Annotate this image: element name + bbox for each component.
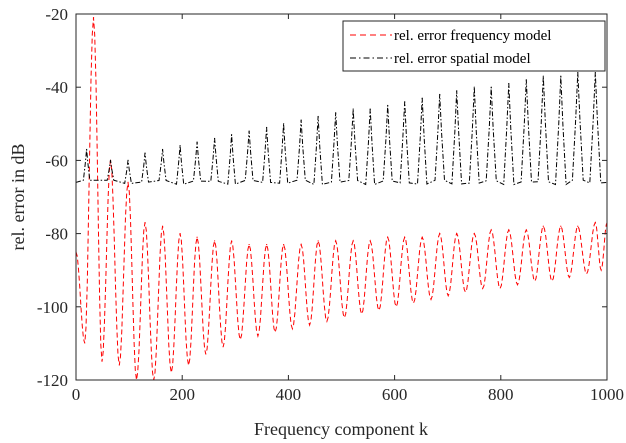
frequency-model-peak-point [421, 236, 423, 238]
frequency-model-peak-point [248, 243, 250, 246]
frequency-model-peak-point [213, 240, 216, 242]
legend: rel. error frequency model rel. error sp… [342, 20, 606, 72]
frequency-model-peak-point [508, 229, 510, 231]
frequency-model-peak-point [127, 181, 129, 183]
frequency-model-peak-point [196, 236, 198, 238]
spatial-model-peak-point [179, 145, 181, 147]
spatial-model-peak-point [127, 159, 129, 161]
x-tick-label: 600 [382, 385, 408, 404]
spatial-model-peak-point [404, 101, 406, 103]
frequency-model-peak-point [439, 233, 441, 235]
spatial-model-peak-point [213, 137, 216, 140]
spatial-model-peak-point [387, 104, 389, 107]
frequency-model-peak-point [144, 222, 146, 224]
frequency-model-peak-point [387, 236, 389, 238]
spatial-model-peak-point [560, 75, 562, 77]
x-axis-title: Frequency component k [254, 419, 428, 439]
legend-label-spatial-model: rel. error spatial model [394, 51, 531, 67]
frequency-model-peak-point [577, 225, 579, 227]
y-tick-label: -100 [37, 298, 68, 317]
y-tick-label: -40 [45, 78, 68, 97]
frequency-model-peak-point [283, 243, 285, 246]
spatial-model-peak-point [317, 115, 319, 118]
spatial-model-peak-point [335, 112, 337, 114]
plot-area [75, 13, 608, 381]
series-line-frequency-model [76, 17, 607, 380]
frequency-model-peak-point [161, 225, 164, 227]
spatial-model-peak-point [439, 93, 441, 96]
frequency-model-peak-point [179, 233, 181, 235]
x-tick-label: 400 [276, 385, 302, 404]
spatial-model-peak-point [525, 79, 527, 81]
spatial-model-peak-point [86, 148, 88, 151]
spatial-model-peak-point [577, 71, 579, 74]
frequency-model-peak-point [525, 229, 527, 231]
spatial-model-peak-point [490, 86, 492, 88]
x-tick-label: 0 [72, 385, 81, 404]
frequency-model-peak-point [560, 225, 562, 227]
spatial-model-peak-point [421, 97, 423, 99]
y-axis-title: rel. error in dB [8, 144, 28, 251]
y-tick-label: -20 [45, 5, 68, 24]
frequency-model-peak-point [352, 240, 354, 242]
spatial-model-peak-point [369, 108, 371, 110]
spatial-model-peak-point [144, 152, 146, 154]
x-tick-label: 800 [488, 385, 514, 404]
series-line-spatial-model [76, 72, 607, 186]
x-tick-label: 1000 [590, 385, 624, 404]
x-tick-label: 200 [169, 385, 195, 404]
spatial-model-peak-point [248, 130, 250, 132]
spatial-model-peak-point [508, 82, 510, 85]
legend-label-frequency-model: rel. error frequency model [394, 28, 551, 44]
spatial-model-peak-point [109, 159, 112, 161]
frequency-model-peak-point [317, 240, 319, 242]
frequency-model-peak-point [473, 233, 475, 235]
frequency-model-peak-point [456, 233, 458, 235]
frequency-model-peak-point [92, 17, 95, 19]
spatial-model-peak-point [230, 134, 233, 136]
spatial-model-peak-point [352, 108, 354, 110]
frequency-model-peak-point [369, 240, 371, 242]
spatial-model-peak-point [456, 90, 458, 92]
spatial-model-peak-point [196, 141, 198, 143]
frequency-model-peak-point [335, 240, 337, 242]
y-tick-label: -80 [45, 225, 68, 244]
spatial-model-peak-point [473, 86, 475, 88]
spatial-model-peak-point [161, 148, 164, 151]
frequency-model-peak-point [266, 243, 268, 246]
spatial-model-peak-point [594, 71, 596, 74]
frequency-model-peak-point [230, 240, 233, 242]
spatial-model-peak-point [266, 126, 268, 129]
frequency-model-peak-point [542, 225, 544, 227]
spatial-model-peak-point [542, 75, 544, 77]
frequency-model-peak-point [490, 229, 492, 231]
y-tick-label: -60 [45, 151, 68, 170]
frequency-model-peak-point [594, 222, 596, 224]
spatial-model-peak-point [300, 119, 302, 121]
y-tick-label: -120 [37, 371, 68, 390]
spatial-model-peak-point [283, 123, 285, 125]
frequency-model-peak-point [300, 243, 302, 246]
legend-box [342, 20, 606, 72]
frequency-model-peak-point [404, 236, 406, 238]
